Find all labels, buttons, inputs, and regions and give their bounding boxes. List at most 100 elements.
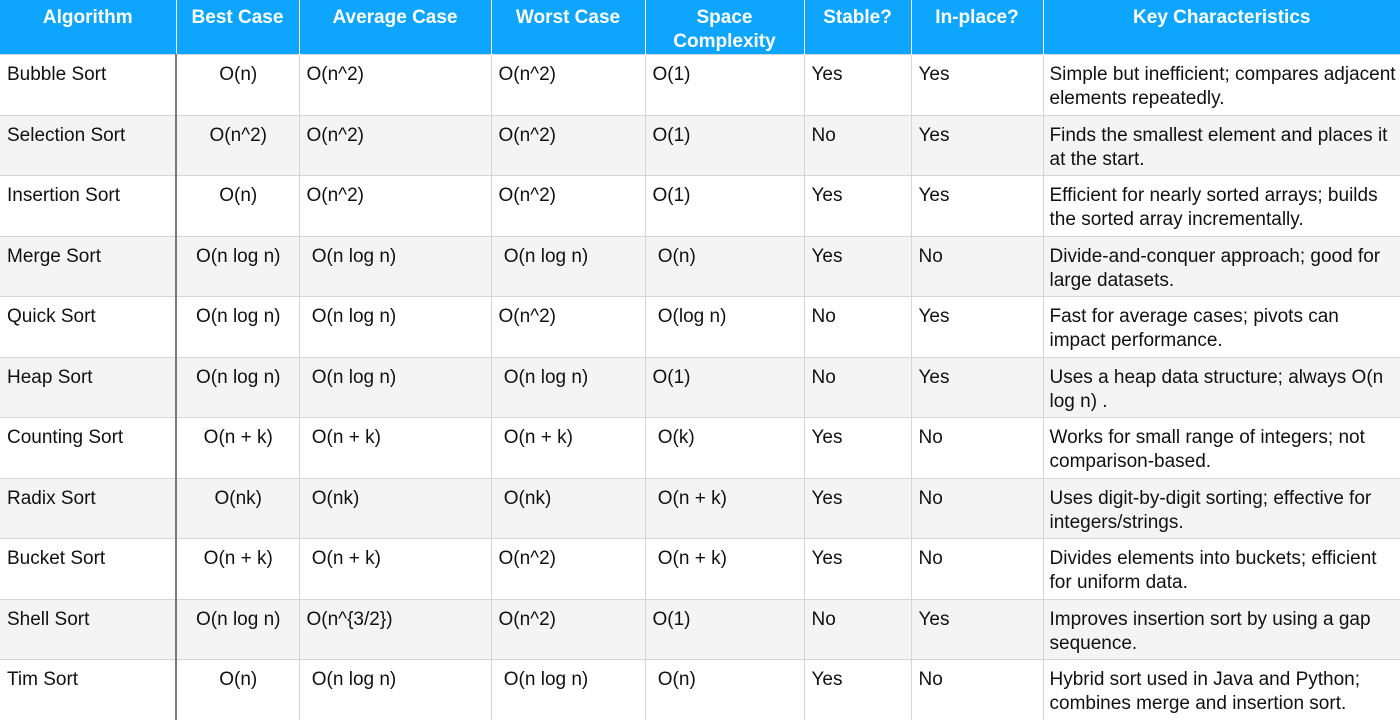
cell-key-characteristics: Efficient for nearly sorted arrays; buil… <box>1042 175 1400 236</box>
cell-space-complexity: O(n) <box>644 659 804 720</box>
cell-in-place: Yes <box>910 175 1043 236</box>
header-algorithm: Algorithm <box>0 0 176 55</box>
cell-algorithm: Heap Sort <box>0 356 177 418</box>
cell-worst-case: O(n + k) <box>490 417 645 478</box>
cell-algorithm: Tim Sort <box>0 659 177 720</box>
cell-average-case: O(n + k) <box>298 417 491 478</box>
cell-best-case: O(nk) <box>175 477 299 539</box>
table-row: Merge Sort O(n log n) O(n log n) O(n log … <box>0 235 1400 297</box>
cell-best-case: O(n^2) <box>175 114 299 176</box>
cell-stable: Yes <box>803 175 911 236</box>
header-best-case: Best Case <box>175 0 299 55</box>
cell-space-complexity: O(1) <box>644 54 804 115</box>
table-header: Algorithm Best Case Average Case Worst C… <box>0 0 1400 55</box>
cell-in-place: Yes <box>910 356 1043 418</box>
cell-average-case: O(n log n) <box>298 659 491 720</box>
cell-in-place: No <box>910 417 1043 478</box>
cell-best-case: O(n) <box>175 175 299 236</box>
cell-stable: No <box>803 114 911 176</box>
cell-worst-case: O(nk) <box>490 477 645 539</box>
table-row: Quick Sort O(n log n) O(n log n) O(n^2) O(… <box>0 296 1400 357</box>
header-stable: Stable? <box>803 0 911 55</box>
cell-average-case: O(n log n) <box>298 356 491 418</box>
cell-key-characteristics: Finds the smallest element and places it… <box>1042 114 1400 176</box>
cell-space-complexity: O(1) <box>644 114 804 176</box>
cell-key-characteristics: Divides elements into buckets; efficient… <box>1042 538 1400 599</box>
cell-key-characteristics: Fast for average cases; pivots can impac… <box>1042 296 1400 357</box>
cell-worst-case: O(n^2) <box>490 54 645 115</box>
cell-stable: No <box>803 598 911 660</box>
cell-space-complexity: O(1) <box>644 175 804 236</box>
cell-worst-case: O(n log n) <box>490 659 645 720</box>
cell-worst-case: O(n log n) <box>490 356 645 418</box>
cell-space-complexity: O(1) <box>644 356 804 418</box>
cell-in-place: Yes <box>910 598 1043 660</box>
cell-average-case: O(n^{3/2}) <box>298 598 491 660</box>
table-row: Insertion Sort O(n) O(n^2) O(n^2) O(1) Yes Yes… <box>0 175 1400 236</box>
table-body: Bubble Sort O(n) O(n^2) O(n^2) O(1) Yes Yes Sim… <box>0 54 1400 720</box>
cell-space-complexity: O(n + k) <box>644 538 804 599</box>
cell-space-complexity: O(n + k) <box>644 477 804 539</box>
cell-algorithm: Insertion Sort <box>0 175 177 236</box>
table-row: Tim Sort O(n) O(n log n) O(n log n) O(n) Y… <box>0 659 1400 720</box>
cell-best-case: O(n log n) <box>175 296 299 357</box>
table-row: Bubble Sort O(n) O(n^2) O(n^2) O(1) Yes Yes Sim… <box>0 54 1400 115</box>
cell-average-case: O(n log n) <box>298 296 491 357</box>
cell-best-case: O(n log n) <box>175 356 299 418</box>
cell-stable: No <box>803 296 911 357</box>
cell-in-place: No <box>910 659 1043 720</box>
cell-best-case: O(n + k) <box>175 417 299 478</box>
header-space-complexity: Space Complexity <box>644 0 804 55</box>
cell-space-complexity: O(k) <box>644 417 804 478</box>
cell-key-characteristics: Improves insertion sort by using a gap s… <box>1042 598 1400 660</box>
cell-in-place: Yes <box>910 54 1043 115</box>
cell-worst-case: O(n^2) <box>490 296 645 357</box>
cell-stable: Yes <box>803 54 911 115</box>
cell-worst-case: O(n^2) <box>490 538 645 599</box>
cell-algorithm: Radix Sort <box>0 477 177 539</box>
cell-average-case: O(n^2) <box>298 54 491 115</box>
cell-in-place: Yes <box>910 296 1043 357</box>
header-in-place: In-place? <box>910 0 1043 55</box>
cell-algorithm: Bubble Sort <box>0 54 177 115</box>
cell-stable: Yes <box>803 235 911 297</box>
cell-key-characteristics: Divide-and-conquer approach; good for la… <box>1042 235 1400 297</box>
header-worst-case: Worst Case <box>490 0 645 55</box>
cell-algorithm: Selection Sort <box>0 114 177 176</box>
cell-stable: No <box>803 356 911 418</box>
cell-average-case: O(n^2) <box>298 114 491 176</box>
header-key-characteristics: Key Characteristics <box>1042 0 1400 55</box>
header-average-case: Average Case <box>298 0 491 55</box>
cell-algorithm: Counting Sort <box>0 417 177 478</box>
cell-space-complexity: O(1) <box>644 598 804 660</box>
cell-best-case: O(n log n) <box>175 598 299 660</box>
cell-in-place: Yes <box>910 114 1043 176</box>
table-row: Radix Sort O(nk) O(nk) O(nk) O(n + k) Yes N… <box>0 477 1400 539</box>
cell-average-case: O(nk) <box>298 477 491 539</box>
table-row: Bucket Sort O(n + k) O(n + k) O(n^2) O(n +… <box>0 538 1400 599</box>
cell-best-case: O(n + k) <box>175 538 299 599</box>
cell-space-complexity: O(n) <box>644 235 804 297</box>
cell-best-case: O(n) <box>175 54 299 115</box>
cell-worst-case: O(n^2) <box>490 175 645 236</box>
cell-key-characteristics: Uses digit-by-digit sorting; effective f… <box>1042 477 1400 539</box>
cell-stable: Yes <box>803 659 911 720</box>
cell-key-characteristics: Works for small range of integers; not c… <box>1042 417 1400 478</box>
cell-stable: Yes <box>803 417 911 478</box>
table-row: Heap Sort O(n log n) O(n log n) O(n log n… <box>0 356 1400 418</box>
cell-key-characteristics: Uses a heap data structure; always O(n l… <box>1042 356 1400 418</box>
cell-space-complexity: O(log n) <box>644 296 804 357</box>
table-row: Selection Sort O(n^2) O(n^2) O(n^2) O(1) No Ye… <box>0 114 1400 176</box>
cell-algorithm: Merge Sort <box>0 235 177 297</box>
cell-average-case: O(n + k) <box>298 538 491 599</box>
cell-key-characteristics: Hybrid sort used in Java and Python; com… <box>1042 659 1400 720</box>
header-row: Algorithm Best Case Average Case Worst C… <box>0 0 1400 55</box>
cell-average-case: O(n^2) <box>298 175 491 236</box>
cell-stable: Yes <box>803 538 911 599</box>
table-row: Shell Sort O(n log n) O(n^{3/2}) O(n^2) O(1)… <box>0 598 1400 660</box>
cell-algorithm: Shell Sort <box>0 598 177 660</box>
cell-in-place: No <box>910 538 1043 599</box>
cell-average-case: O(n log n) <box>298 235 491 297</box>
cell-best-case: O(n) <box>175 659 299 720</box>
